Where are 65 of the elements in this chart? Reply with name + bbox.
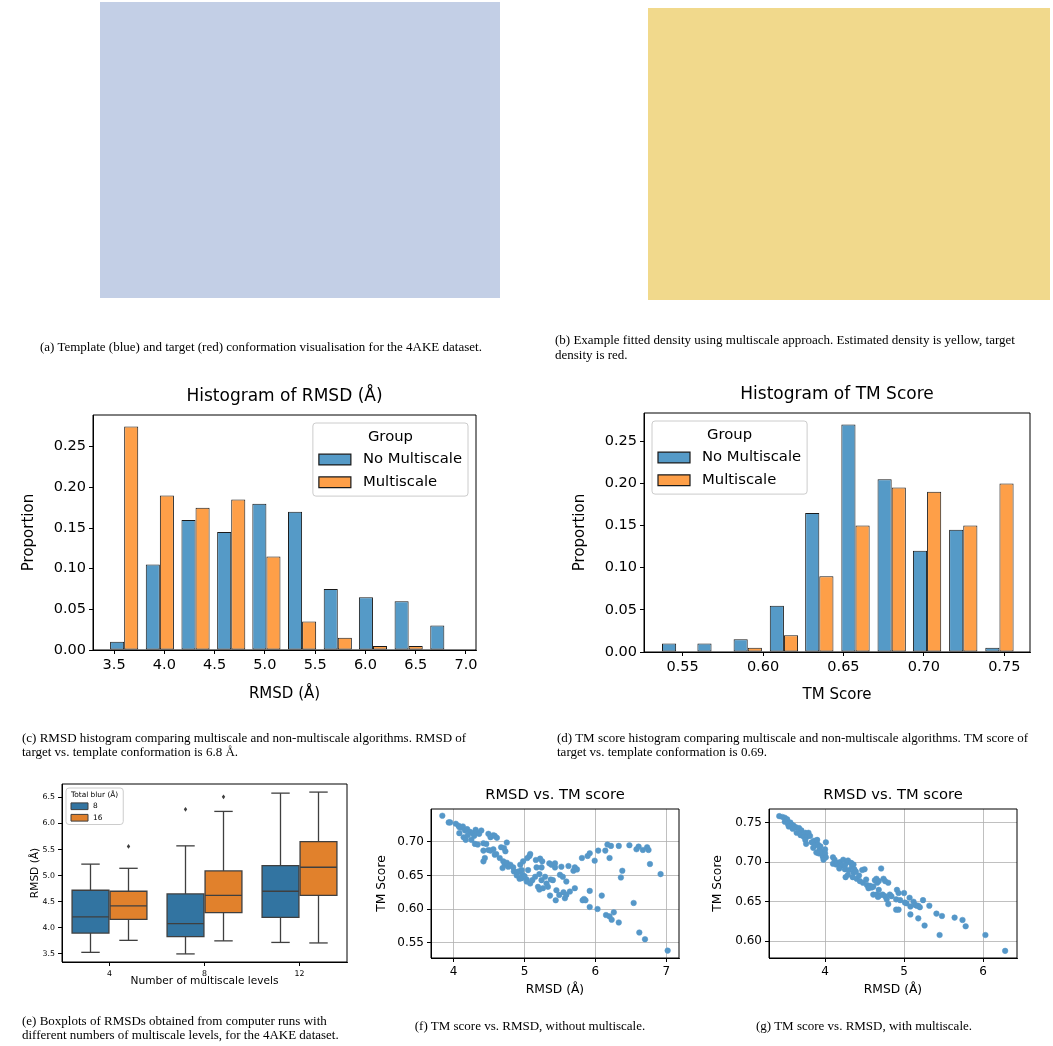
y-axis-title: RMSD (Å)	[28, 847, 41, 899]
text: (e) Boxplots of RMSDs obtained from computer runs with different numbers of multiscale levels, for the 4AKE dataset.	[22, 1013, 340, 1042]
chart-title: Histogram of RMSD (Å)	[186, 384, 383, 406]
y-tick-label: 0.10	[604, 558, 637, 575]
x-tick-label: 0.55	[666, 658, 699, 675]
y-tick-label: 0.15	[53, 518, 86, 535]
x-tick-label: 4	[821, 964, 829, 979]
y-axis-title: TM Score	[710, 855, 725, 913]
legend-title: Group	[367, 426, 413, 444]
text: (a) Template (blue) and target (red) conformation visualisation for the 4AKE dataset.	[40, 339, 483, 354]
x-tick-label: 4	[449, 964, 458, 979]
y-axis-title: Proportion	[18, 493, 37, 572]
x-tick-label: 6	[591, 964, 600, 979]
x-tick-label: 6	[979, 964, 987, 979]
y-tick-label: 0.65	[735, 893, 762, 908]
y-tick-label: 0.65	[397, 867, 424, 882]
x-tick-label: 0.70	[907, 658, 940, 675]
chart-title: RMSD vs. TM score	[485, 784, 625, 802]
y-tick-label: 0.20	[604, 474, 637, 491]
y-tick-label: 0.25	[53, 437, 86, 454]
y-tick-label: 0.55	[397, 934, 424, 949]
text: (c) RMSD histogram comparing multiscale and non-multiscale algorithms. RMSD of target vs. template conformation is 6.8 Å.	[22, 730, 468, 759]
y-tick-label: 0.75	[735, 814, 762, 829]
y-tick-label: 0.70	[735, 854, 762, 869]
text: (g) TM score vs. RMSD, with multiscale.	[754, 1018, 974, 1033]
y-tick-label: 0.10	[53, 559, 86, 576]
chart-title: RMSD vs. TM score	[823, 784, 963, 802]
x-tick-label: 5	[520, 964, 529, 979]
x-tick-label: 0.65	[827, 658, 860, 675]
x-tick-label: 4.5	[203, 656, 227, 673]
y-tick-label: 0.60	[397, 901, 424, 916]
y-tick-label: 0.15	[604, 516, 637, 533]
x-tick-label: 0.60	[746, 658, 780, 675]
legend-label: No Multiscale	[362, 449, 462, 467]
y-tick-label: 0.00	[53, 640, 86, 657]
text: (b) Example fitted density using multiscale approach. Estimated density is yellow, target density is red.	[555, 332, 1016, 362]
text: (d) TM score histogram comparing multiscale and non-multiscale algorithms. TM score of target vs. template conformation is 0.69.	[557, 730, 1030, 759]
text: (f) TM score vs. RMSD, without multiscale.	[413, 1018, 647, 1033]
y-tick-label: 0.25	[604, 432, 637, 449]
x-tick-label: 0.75	[988, 658, 1021, 675]
x-tick-label: 5.5	[303, 656, 327, 673]
x-tick-label: 6.0	[353, 656, 377, 673]
legend-title: Group	[707, 424, 753, 442]
x-tick-label: 4.0	[152, 656, 176, 673]
y-tick-label: 0.05	[604, 600, 637, 617]
legend-label: No Multiscale	[702, 447, 802, 465]
x-tick-label: 3.5	[102, 656, 126, 673]
x-tick-label: 5	[900, 964, 908, 979]
y-tick-label: 0.70	[397, 834, 424, 849]
y-tick-label: 0.00	[604, 642, 637, 659]
legend-label: Multiscale	[702, 470, 777, 488]
x-axis-title: TM Score	[801, 684, 872, 703]
y-axis-title: TM Score	[373, 855, 388, 913]
y-tick-label: 0.60	[735, 933, 762, 948]
y-tick-label: 0.20	[53, 478, 86, 495]
y-axis-title: Proportion	[569, 493, 588, 572]
x-tick-label: 7	[662, 964, 671, 979]
x-axis-title: RMSD (Å)	[863, 981, 923, 997]
y-tick-label: 0.05	[53, 600, 86, 617]
x-tick-label: 5.0	[253, 656, 277, 673]
legend-label: Multiscale	[362, 472, 438, 490]
x-axis-title: RMSD (Å)	[248, 682, 321, 702]
x-tick-label: 7.0	[454, 656, 478, 673]
chart-title: Histogram of TM Score	[740, 383, 934, 404]
x-axis-title: RMSD (Å)	[525, 981, 585, 997]
